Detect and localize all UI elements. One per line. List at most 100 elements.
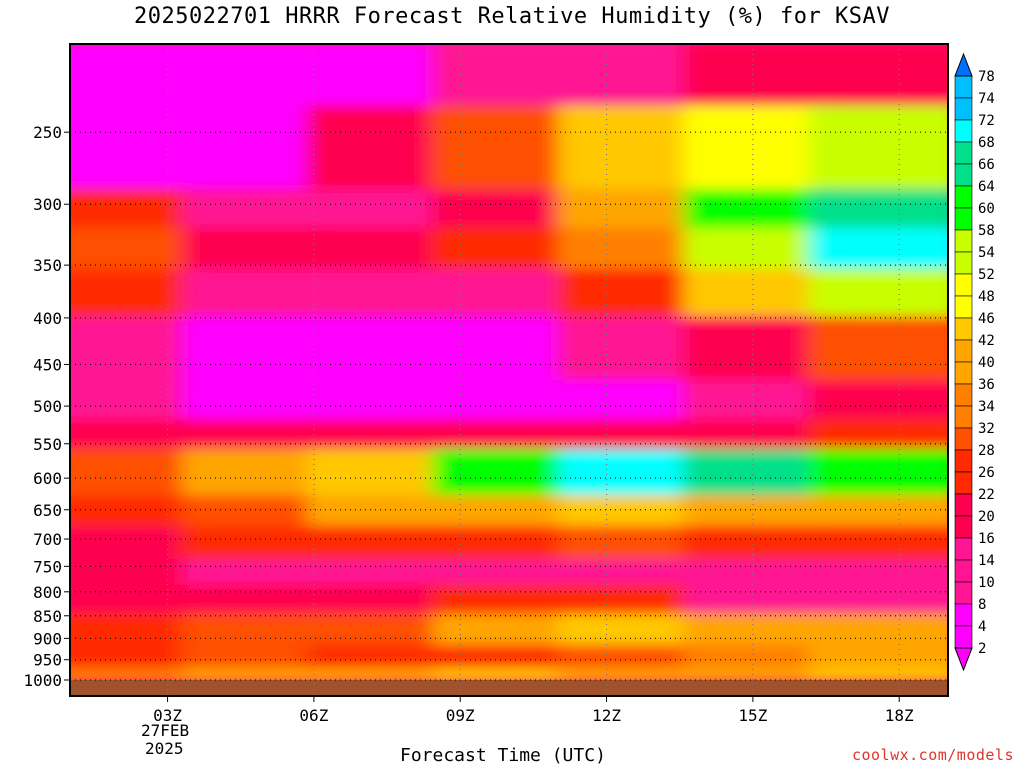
colorbar-label: 42 [978, 333, 995, 349]
colorbar-segment [954, 97, 973, 121]
colorbar-label: 74 [978, 91, 995, 107]
y-tick-label: 550 [33, 435, 62, 454]
heat-cell [808, 419, 948, 453]
heat-cell [432, 667, 586, 682]
colorbar-segment [954, 537, 973, 561]
colorbar-segment [954, 493, 973, 517]
colorbar-segment [954, 163, 973, 187]
colorbar-segment [954, 207, 973, 231]
colorbar-label: 36 [978, 377, 995, 393]
y-tick-label: 700 [33, 530, 62, 549]
heat-cell [181, 667, 335, 682]
x-axis: 03Z 06Z 09Z 12Z 15Z 18Z [153, 696, 914, 725]
colorbar-segment [954, 273, 973, 297]
colorbar: 7874726866646058545248464240363432282622… [954, 52, 995, 672]
colorbar-segment [954, 119, 973, 143]
y-tick-label: 600 [33, 469, 62, 488]
colorbar-max-arrow [954, 52, 973, 77]
colorbar-label: 40 [978, 355, 995, 371]
colorbar-segment [954, 427, 973, 451]
heat-cell [808, 667, 948, 682]
heat-cell [808, 105, 948, 193]
y-tick-label: 400 [33, 309, 62, 328]
colorbar-segment [954, 603, 973, 627]
heat-cell [808, 379, 948, 424]
colorbar-label: 54 [978, 245, 995, 261]
colorbar-segment [954, 295, 973, 319]
colorbar-segment [954, 405, 973, 429]
heat-cell [808, 645, 948, 672]
heat-cell [808, 495, 948, 530]
y-axis: 250 300 350 400 450 500 550 600 650 700 750 800 850 9… [23, 123, 70, 690]
heat-cell [808, 227, 948, 273]
plot-area [70, 44, 948, 696]
colorbar-segment [954, 251, 973, 275]
colorbar-label: 46 [978, 311, 995, 327]
colorbar-label: 8 [978, 597, 986, 613]
heat-cell [683, 667, 837, 682]
grid-lines [70, 44, 948, 696]
plot-frame [69, 43, 949, 697]
x-axis-label: Forecast Time (UTC) [400, 745, 606, 766]
y-tick-label: 450 [33, 355, 62, 374]
y-tick-label: 1000 [23, 671, 62, 690]
colorbar-label: 58 [978, 223, 995, 239]
colorbar-segment [954, 471, 973, 495]
y-tick-label: 900 [33, 629, 62, 648]
colorbar-segment [954, 75, 973, 99]
colorbar-segment [954, 361, 973, 385]
colorbar-label: 32 [978, 421, 995, 437]
x-tick-label: 18Z [885, 706, 914, 725]
y-tick-label: 250 [33, 123, 62, 142]
y-tick-label: 500 [33, 397, 62, 416]
x-tick-label: 09Z [446, 706, 475, 725]
credit-text: coolwx.com/models [851, 746, 1014, 764]
heat-cell [808, 448, 948, 500]
colorbar-segment [954, 383, 973, 407]
date-label-day: 27FEB [141, 721, 190, 740]
colorbar-label: 4 [978, 619, 986, 635]
heat-cell [557, 667, 712, 682]
colorbar-label: 14 [978, 553, 995, 569]
colorbar-label: 16 [978, 531, 995, 547]
colorbar-label: 72 [978, 113, 995, 129]
heat-cell [808, 584, 948, 618]
colorbar-segment [954, 559, 973, 583]
colorbar-label: 34 [978, 399, 995, 415]
ground-band [70, 680, 948, 696]
colorbar-segment [954, 317, 973, 341]
heat-cell [808, 188, 948, 232]
colorbar-label: 60 [978, 201, 995, 217]
y-tick-label: 850 [33, 607, 62, 626]
heat-cell [306, 667, 461, 682]
colorbar-segment [954, 449, 973, 473]
colorbar-segment [954, 625, 973, 649]
x-tick-label: 06Z [299, 706, 328, 725]
heat-cell [808, 268, 948, 320]
colorbar-label: 20 [978, 509, 995, 525]
colorbar-segment [954, 229, 973, 253]
colorbar-segment [954, 141, 973, 165]
colorbar-label: 10 [978, 575, 995, 591]
colorbar-label: 66 [978, 157, 995, 173]
y-tick-label: 800 [33, 583, 62, 602]
colorbar-label: 64 [978, 179, 995, 195]
y-tick-label: 750 [33, 557, 62, 576]
colorbar-label: 68 [978, 135, 995, 151]
colorbar-label: 22 [978, 487, 995, 503]
chart-title: 2025022701 HRRR Forecast Relative Humidi… [134, 4, 890, 29]
y-tick-label: 300 [33, 195, 62, 214]
heat-cell [808, 315, 948, 384]
x-tick-label: 03Z [153, 706, 182, 725]
colorbar-segment [954, 515, 973, 539]
y-tick-label: 650 [33, 501, 62, 520]
colorbar-min-arrow [954, 647, 973, 672]
y-tick-label: 950 [33, 651, 62, 670]
colorbar-label: 28 [978, 443, 995, 459]
colorbar-segment [954, 581, 973, 605]
heat-cell [70, 667, 210, 682]
colorbar-label: 26 [978, 465, 995, 481]
heat-cell [808, 525, 948, 564]
colorbar-label: 52 [978, 267, 995, 283]
